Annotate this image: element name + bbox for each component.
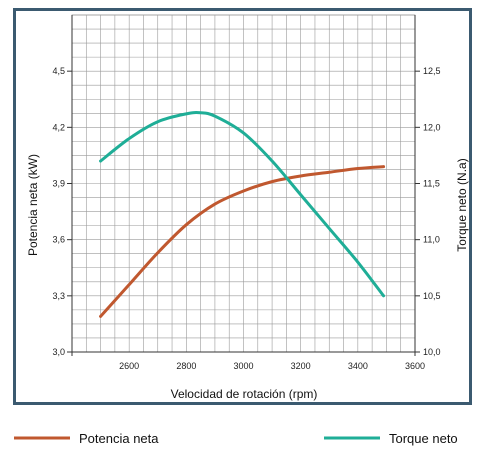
x-axis-ticks: 2600 2800 3000 3200 3400 3600 [119,361,425,371]
y-right-tick-label: 11,5 [423,179,440,189]
x-tick-label: 3400 [348,361,368,371]
y-left-axis-label: Potencia neta (kW) [26,154,40,256]
y-left-tick-label: 4,2 [52,122,65,132]
x-tick-label: 3600 [405,361,425,371]
axes [71,15,416,356]
chart-frame [13,8,472,405]
y-left-tick-label: 4,5 [52,66,65,76]
y-left-axis-ticks: 3,0 3,3 3,6 3,9 4,2 4,5 [52,66,72,357]
y-right-tick-label: 12,0 [423,122,441,132]
x-tick-label: 2800 [176,361,196,371]
grid [71,14,416,353]
x-tick-label: 2600 [119,361,139,371]
y-right-tick-label: 11,0 [423,235,440,245]
series-lines [99,111,386,318]
legend-label-potencia: Potencia neta [79,431,159,446]
x-axis-label: Velocidad de rotación (rpm) [171,387,318,401]
y-right-tick-label: 10,5 [423,291,441,301]
series-line-potencia-neta [99,165,386,318]
legend: Potencia neta Torque neto [14,431,458,446]
y-left-tick-label: 3,0 [52,347,65,357]
y-left-tick-label: 3,9 [52,179,65,189]
y-right-tick-label: 10,0 [423,347,441,357]
y-left-tick-label: 3,3 [52,291,65,301]
y-right-axis-label: Torque neto (N.a) [455,158,469,251]
x-tick-label: 3000 [233,361,253,371]
y-right-axis-ticks: 10,0 10,5 11,0 11,5 12,0 12,5 [415,66,441,357]
x-tick-label: 3200 [291,361,311,371]
series-line-torque-neto [99,111,386,298]
y-right-tick-label: 12,5 [423,66,441,76]
y-left-tick-label: 3,6 [52,235,65,245]
legend-label-torque: Torque neto [389,431,458,446]
